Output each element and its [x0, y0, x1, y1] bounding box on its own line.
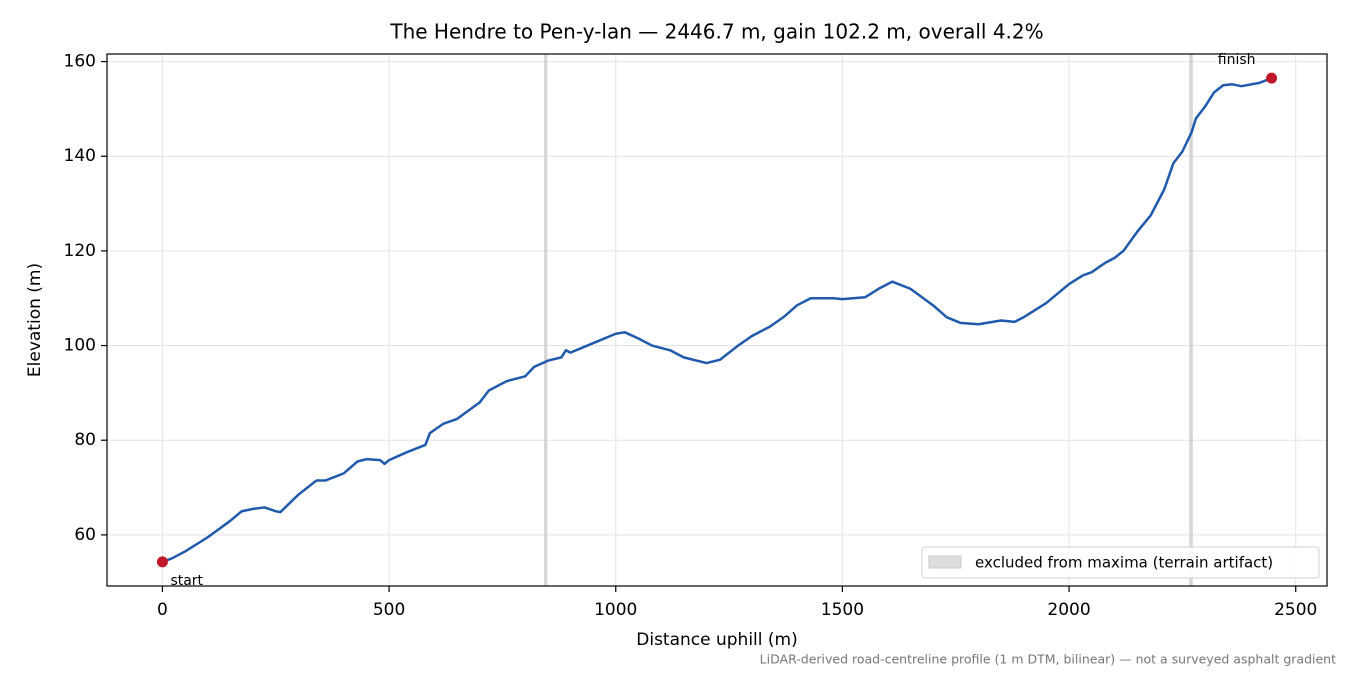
y-tick-label: 140 [64, 146, 96, 166]
chart-title: The Hendre to Pen-y-lan — 2446.7 m, gain… [389, 20, 1043, 44]
x-tick-label: 0 [157, 600, 168, 620]
excluded-span [544, 54, 548, 586]
line [162, 76, 1273, 564]
x-tick-label: 500 [373, 600, 405, 620]
y-tick-label: 80 [74, 430, 96, 450]
x-tick-label: 1500 [821, 600, 864, 620]
x-tick-label: 2000 [1047, 600, 1090, 620]
y-tick-label: 120 [64, 241, 96, 261]
legend-swatch [928, 555, 962, 569]
y-tick-label: 100 [64, 336, 96, 356]
legend-label: excluded from maxima (terrain artifact) [975, 554, 1273, 572]
x-tick-label: 2500 [1274, 600, 1317, 620]
footnote: LiDAR-derived road-centreline profile (1… [760, 652, 1336, 667]
annotation: start [170, 573, 203, 589]
annotation: finish [1218, 52, 1256, 68]
legend-box [921, 546, 1320, 579]
plot-frame [106, 53, 1328, 587]
x-axis-label: Distance uphill (m) [636, 630, 797, 650]
y-tick-label: 60 [74, 525, 96, 545]
endpoint-marker [156, 556, 168, 568]
endpoint-marker [1266, 72, 1278, 84]
excluded-span [1189, 54, 1193, 586]
y-tick-label: 160 [64, 52, 96, 72]
x-tick-label: 1000 [594, 600, 637, 620]
y-axis-label: Elevation (m) [25, 263, 45, 377]
